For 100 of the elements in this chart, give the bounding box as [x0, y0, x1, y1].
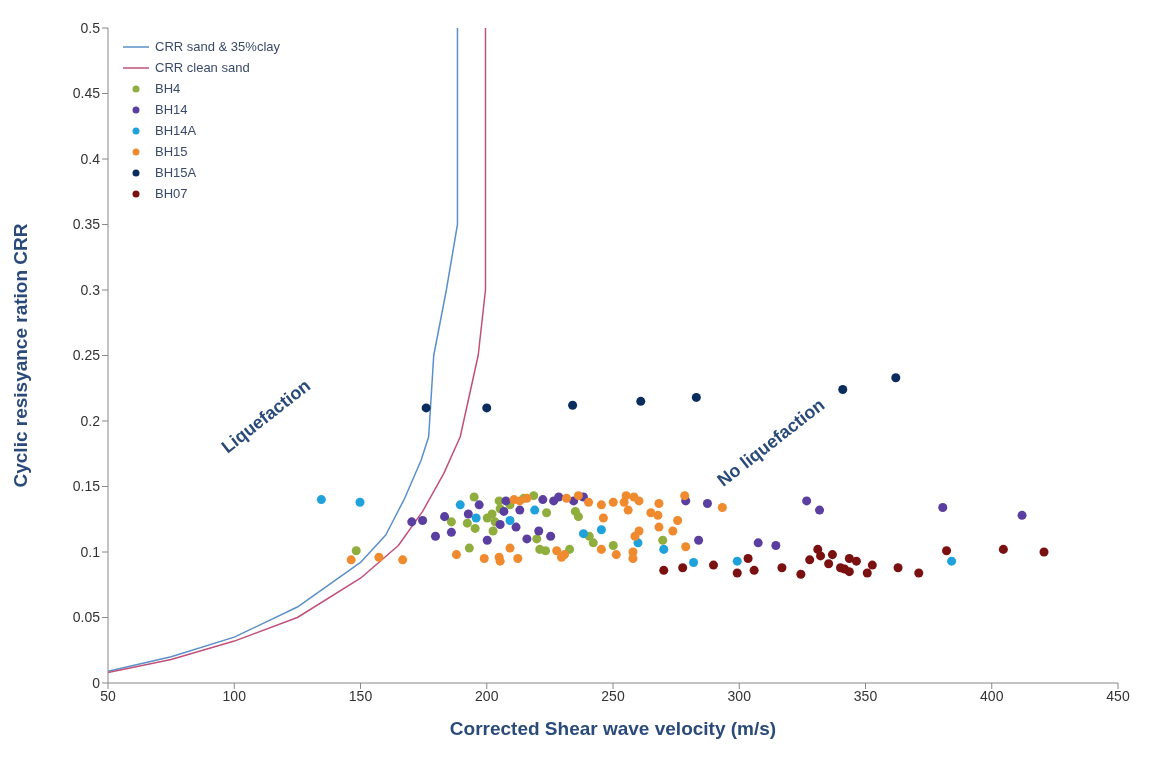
point — [621, 491, 631, 501]
point — [418, 516, 428, 526]
point — [796, 569, 806, 579]
point — [862, 568, 872, 578]
legend-label: BH15 — [155, 144, 188, 159]
point — [827, 550, 837, 560]
point — [488, 526, 498, 536]
point — [1017, 510, 1027, 520]
point — [805, 555, 815, 565]
point — [611, 550, 621, 560]
point — [469, 492, 479, 502]
point — [560, 550, 570, 560]
point — [717, 502, 727, 512]
legend-label: CRR sand & 35%clay — [155, 39, 280, 54]
point — [938, 502, 948, 512]
point — [554, 492, 564, 502]
point — [914, 568, 924, 578]
point — [346, 555, 356, 565]
point — [824, 559, 834, 569]
point — [630, 531, 640, 541]
point — [598, 513, 608, 523]
y-tick-label: 0.35 — [72, 216, 101, 233]
x-tick-label: 450 — [1106, 687, 1130, 704]
point — [802, 496, 812, 506]
point — [532, 534, 542, 544]
point — [588, 538, 598, 548]
point — [470, 523, 480, 533]
point — [659, 544, 669, 554]
point — [678, 563, 688, 573]
point — [851, 556, 861, 566]
point — [541, 546, 551, 556]
point — [530, 505, 540, 515]
point — [749, 565, 759, 575]
point — [815, 505, 825, 515]
x-tick-label: 400 — [980, 687, 1004, 704]
point — [867, 560, 877, 570]
point — [407, 517, 417, 527]
point — [634, 496, 644, 506]
x-tick-label: 300 — [727, 687, 752, 704]
point — [578, 529, 588, 539]
point — [596, 525, 606, 535]
point — [511, 522, 521, 532]
legend-label: CRR clean sand — [155, 60, 250, 75]
y-tick-label: 0.4 — [80, 150, 101, 167]
point — [462, 518, 472, 528]
point — [628, 554, 638, 564]
point — [844, 554, 854, 564]
legend-label: BH14 — [155, 102, 188, 117]
point — [947, 556, 957, 566]
point — [623, 505, 633, 515]
point — [596, 500, 606, 510]
legend-label: BH15A — [155, 165, 197, 180]
x-tick-label: 150 — [348, 687, 373, 704]
point — [891, 373, 901, 383]
point — [398, 555, 408, 565]
x-tick-label: 350 — [853, 687, 878, 704]
point — [446, 527, 456, 537]
point — [636, 396, 646, 406]
point — [495, 519, 505, 529]
point — [505, 516, 515, 526]
point — [608, 540, 618, 550]
point — [529, 491, 539, 501]
point — [942, 546, 952, 556]
point — [771, 540, 781, 550]
point — [482, 403, 492, 413]
point — [816, 551, 826, 561]
point — [451, 550, 461, 560]
x-tick-label: 200 — [475, 687, 499, 704]
y-tick-label: 0.1 — [80, 543, 101, 560]
point — [552, 546, 562, 556]
point — [573, 512, 583, 522]
x-axis-title: Corrected Shear wave velocity (m/s) — [449, 718, 777, 739]
legend-label: BH07 — [155, 186, 188, 201]
point — [732, 556, 742, 566]
point — [998, 544, 1008, 554]
point — [654, 499, 664, 509]
point — [355, 497, 365, 507]
point — [562, 493, 572, 503]
point — [440, 512, 450, 522]
y-tick-label: 0.25 — [72, 347, 101, 364]
point — [464, 543, 474, 553]
x-tick-label: 100 — [222, 687, 247, 704]
point — [654, 522, 664, 532]
x-tick-label: 50 — [100, 687, 116, 704]
point — [546, 531, 556, 541]
point — [653, 510, 663, 520]
point — [538, 495, 548, 505]
point — [522, 534, 532, 544]
point — [505, 543, 515, 553]
x-tick-label: 250 — [601, 687, 625, 704]
point — [374, 552, 384, 562]
point — [681, 542, 691, 552]
point — [573, 491, 583, 501]
point — [482, 535, 492, 545]
legend-label: BH4 — [155, 81, 181, 96]
point — [893, 563, 903, 573]
point — [673, 516, 683, 526]
point — [474, 500, 484, 510]
point — [455, 500, 465, 510]
point — [513, 554, 523, 564]
